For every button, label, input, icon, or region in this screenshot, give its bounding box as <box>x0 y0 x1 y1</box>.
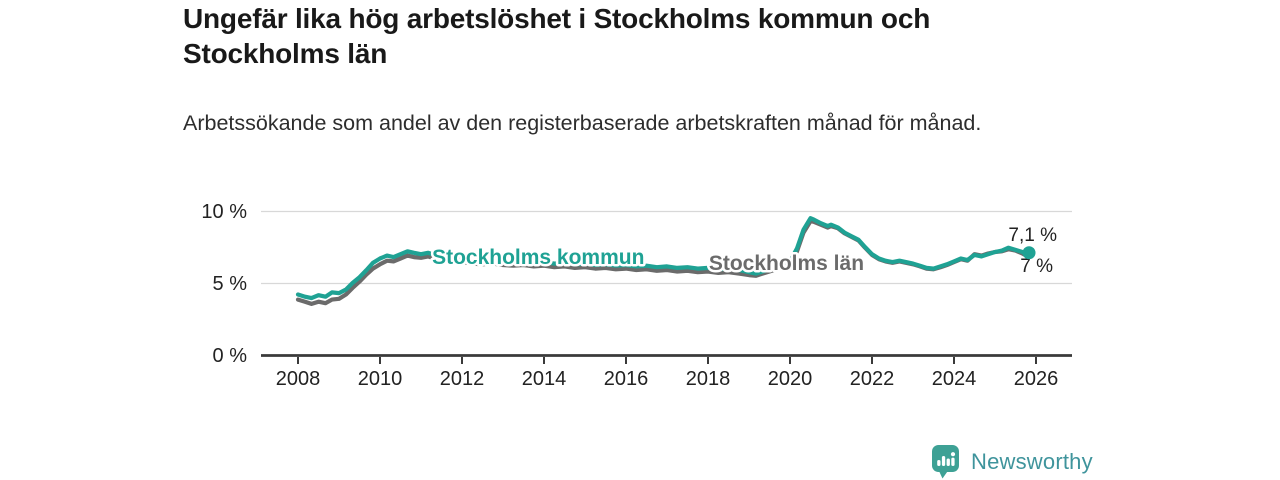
series-end-value-label: 7 % <box>1020 256 1053 277</box>
series-end-dot <box>1022 246 1036 260</box>
x-tick-label: 2008 <box>276 368 321 390</box>
series-line-stockholms-län <box>295 219 1032 306</box>
x-tick-label: 2022 <box>850 368 895 390</box>
y-tick-label: 0 % <box>213 345 248 367</box>
series-line-stockholms-kommun <box>295 216 1032 301</box>
x-tick-label: 2016 <box>604 368 649 390</box>
x-tick-label: 2012 <box>440 368 485 390</box>
chart-subtitle: Arbetssökande som andel av den registerb… <box>183 111 982 135</box>
newsworthy-brand[interactable]: Newsworthy <box>929 444 1093 480</box>
x-tick-label: 2010 <box>358 368 403 390</box>
x-tick-label: 2026 <box>1014 368 1059 390</box>
x-tick-label: 2014 <box>522 368 567 390</box>
y-tick-label: 5 % <box>213 273 248 295</box>
series-inline-label: Stockholms kommun <box>432 246 644 269</box>
x-tick-label: 2020 <box>768 368 813 390</box>
newsworthy-logo-icon <box>932 445 959 479</box>
newsworthy-wordmark: Newsworthy <box>971 449 1093 474</box>
y-tick-label: 10 % <box>201 201 247 223</box>
chart-title: Ungefär lika hög arbetslöshet i Stockhol… <box>183 3 931 69</box>
series-end-value-label: 7,1 % <box>1008 225 1057 246</box>
x-tick-label: 2024 <box>932 368 977 390</box>
series-inline-label: Stockholms län <box>709 252 864 275</box>
x-tick-label: 2018 <box>686 368 731 390</box>
